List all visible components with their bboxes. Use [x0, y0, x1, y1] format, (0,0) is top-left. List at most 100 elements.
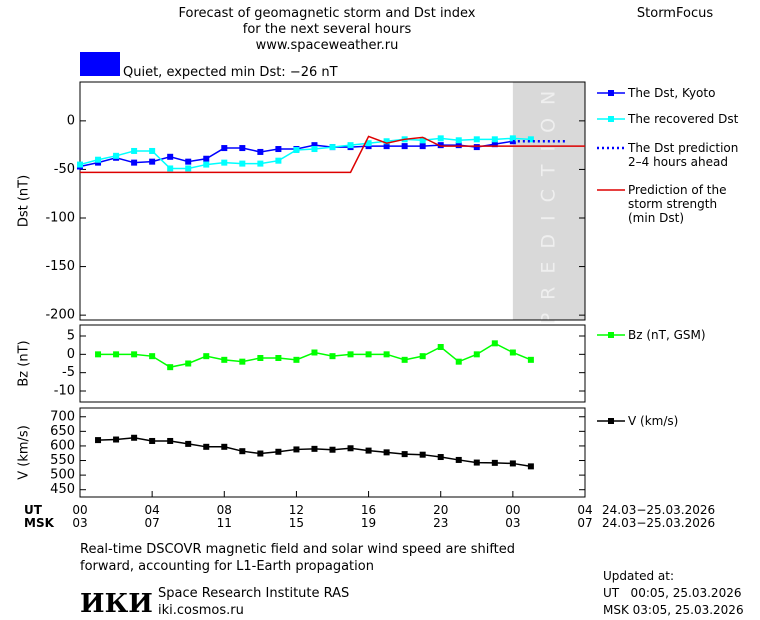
series-marker — [383, 351, 390, 358]
series-marker — [527, 356, 534, 363]
legend-entry: Bz (nT, GSM) — [628, 328, 706, 342]
series-marker — [455, 358, 462, 365]
series-marker — [275, 355, 282, 361]
series-marker — [509, 460, 516, 467]
y-tick-label: 550 — [50, 453, 75, 468]
series-marker — [491, 340, 498, 347]
series-marker — [167, 165, 174, 172]
series-marker — [113, 351, 120, 358]
prediction-zone — [512, 82, 585, 320]
logo: ИКИ — [80, 589, 153, 619]
y-tick-label: -50 — [54, 162, 75, 177]
series-marker — [113, 436, 120, 443]
title-line: for the next several hours — [243, 22, 412, 37]
series-marker — [311, 146, 318, 153]
series-marker — [275, 146, 282, 153]
plot-frame — [79, 324, 586, 403]
series-marker — [509, 349, 516, 356]
series-marker — [185, 360, 192, 367]
series-marker — [437, 454, 444, 461]
series-marker — [185, 165, 192, 172]
series-marker — [347, 142, 354, 149]
legend-marker — [608, 116, 614, 122]
series-marker — [239, 448, 246, 455]
y-axis-label: V (km/s) — [17, 425, 32, 480]
series-marker — [383, 138, 390, 145]
series-marker — [221, 443, 228, 450]
series-marker — [455, 137, 462, 144]
series-line — [98, 437, 532, 468]
series-marker — [239, 160, 246, 167]
series-marker — [185, 158, 192, 165]
x-tick-label-msk: 07 — [145, 516, 160, 530]
x-range-label: 24.03−25.03.2026 — [602, 503, 715, 517]
series-marker — [203, 353, 210, 360]
x-range-label: 24.03−25.03.2026 — [602, 516, 715, 530]
series-marker — [473, 351, 480, 358]
series-marker — [131, 159, 138, 166]
series-marker — [95, 351, 102, 358]
series-marker — [167, 364, 174, 371]
series-marker — [311, 445, 318, 452]
series-marker — [437, 344, 444, 350]
series-line — [80, 135, 585, 174]
y-tick-label: -200 — [45, 308, 75, 323]
series-marker — [77, 161, 83, 168]
series-marker — [221, 356, 228, 363]
series-marker — [131, 147, 138, 154]
x-axis-label: UT — [24, 503, 43, 517]
series-marker — [149, 158, 156, 165]
series-marker — [203, 155, 210, 162]
series-marker — [437, 142, 444, 149]
footer-note: forward, accounting for L1-Earth propaga… — [80, 559, 374, 574]
series-marker — [311, 349, 318, 356]
series-marker — [131, 351, 138, 358]
series-marker — [491, 141, 498, 148]
x-axis-label: MSK — [24, 516, 55, 530]
legend-entry: Prediction of the storm strength (min Ds… — [628, 183, 727, 225]
y-tick-label: -5 — [62, 365, 75, 380]
series-marker — [257, 450, 264, 457]
series-marker — [293, 147, 300, 153]
x-tick-label: 00 — [72, 503, 87, 517]
x-tick-label: 16 — [361, 503, 376, 517]
series-marker — [365, 351, 372, 358]
series-marker — [401, 451, 408, 458]
series-marker — [239, 358, 246, 365]
x-tick-label-msk: 23 — [433, 516, 448, 530]
legend-entry: The recovered Dst — [628, 112, 739, 126]
series-marker — [149, 147, 156, 154]
footer-note: Real-time DSCOVR magnetic field and sola… — [80, 542, 515, 557]
y-tick-label: 500 — [50, 468, 75, 483]
series-marker — [113, 152, 120, 159]
series-marker — [203, 443, 210, 450]
status-box — [80, 52, 120, 76]
series-marker — [203, 161, 210, 168]
title-line: www.spaceweather.ru — [256, 38, 399, 53]
series-marker — [257, 148, 264, 155]
series-marker — [455, 142, 462, 149]
y-tick-label: -10 — [54, 384, 75, 399]
series-marker — [185, 440, 192, 447]
series-marker — [329, 446, 336, 453]
series-marker — [383, 143, 390, 150]
institute: Space Research Institute RAS — [158, 586, 349, 601]
series-marker — [167, 153, 174, 160]
status-label: Quiet, expected min Dst: −26 nT — [123, 65, 338, 80]
series-marker — [167, 437, 174, 444]
series-marker — [311, 142, 318, 149]
x-tick-label: 04 — [145, 503, 160, 517]
y-axis-label: Bz (nT) — [17, 340, 32, 386]
brand: StormFocus — [637, 6, 713, 21]
y-tick-label: -100 — [45, 211, 75, 226]
x-tick-label-msk: 03 — [505, 516, 520, 530]
x-tick-label: 00 — [505, 503, 520, 517]
series-marker — [131, 434, 138, 441]
series-marker — [257, 160, 264, 167]
series-marker — [383, 449, 390, 456]
series-marker — [95, 437, 102, 444]
series-marker — [239, 145, 246, 152]
series-marker — [329, 353, 336, 360]
